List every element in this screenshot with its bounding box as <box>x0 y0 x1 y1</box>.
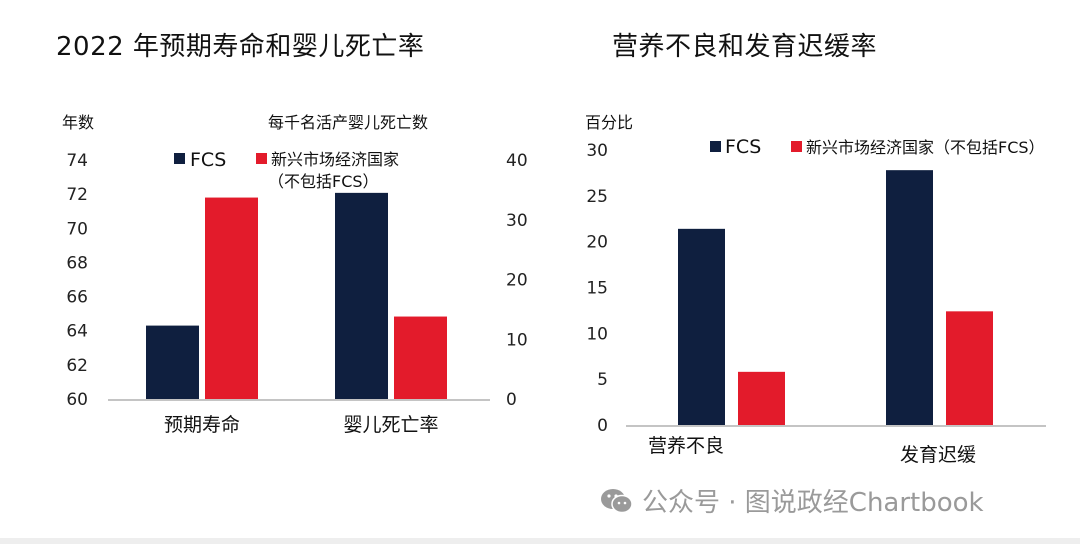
legend-swatch-fcs-right <box>710 141 721 152</box>
bar-emerging-1 <box>394 316 447 399</box>
legend-label-fcs-right: FCS <box>725 136 761 158</box>
left-y-tick-label: 64 <box>66 322 88 342</box>
right-category-label: 营养不良 <box>648 435 724 457</box>
right-axis-unit: 每千名活产婴儿死亡数 <box>268 113 428 132</box>
bar-fcs-1 <box>335 192 388 399</box>
right-chart-y-tick-label: 10 <box>586 324 608 344</box>
right-y-tick-label: 10 <box>506 330 528 350</box>
right-y-tick-label: 0 <box>506 390 517 410</box>
right-y-tick-label: 20 <box>506 271 528 291</box>
legend-label-emerging-right: 新兴市场经济国家（不包括FCS） <box>806 138 1045 157</box>
right-y-tick-label: 30 <box>506 211 528 231</box>
right-chart-y-tick-label: 20 <box>586 233 608 253</box>
legend-swatch-fcs-left <box>174 153 185 164</box>
right-chart-y-tick-label: 30 <box>586 141 608 161</box>
right-chart-y-tick-label: 0 <box>597 416 608 436</box>
left-y-tick-label: 74 <box>66 151 88 171</box>
left-y-tick-label: 70 <box>66 219 88 239</box>
right-chart-y-tick-label: 5 <box>597 370 608 390</box>
bar-fcs-0 <box>146 325 199 399</box>
bar-emerging-r1 <box>946 311 993 425</box>
legend-label-emerging-left-line2: （不包括FCS） <box>268 172 379 191</box>
right-chart-title: 营养不良和发育迟缓率 <box>612 32 878 62</box>
left-chart-title: 2022 年预期寿命和婴儿死亡率 <box>56 32 425 62</box>
left-category-label: 预期寿命 <box>164 414 240 436</box>
legend-label-fcs-left: FCS <box>190 149 226 171</box>
bottom-rule <box>0 538 1080 544</box>
bar-fcs-r0 <box>678 228 725 425</box>
right-chart-y-tick-label: 15 <box>586 279 608 299</box>
left-y-tick-label: 60 <box>66 390 88 410</box>
left-y-tick-label: 72 <box>66 185 88 205</box>
watermark-text: 公众号 · 图说政经Chartbook <box>642 488 984 518</box>
right-category-label: 发育迟缓 <box>900 444 976 466</box>
bar-emerging-r0 <box>738 371 785 425</box>
legend-label-emerging-left: 新兴市场经济国家 <box>271 150 399 169</box>
right-chart-marks: 0 5 10 15 20 25 30 营养不良 发育迟缓 <box>586 141 1046 466</box>
left-y-tick-label: 68 <box>66 253 88 273</box>
right-chart-unit: 百分比 <box>585 113 633 132</box>
right-y-tick-label: 40 <box>506 151 528 171</box>
left-category-label: 婴儿死亡率 <box>343 414 438 436</box>
legend-swatch-emerging-left <box>256 153 267 164</box>
left-y-tick-label: 62 <box>66 356 88 376</box>
left-chart-marks: 60 62 64 66 68 70 72 74 0 10 20 30 40 预期寿命 婴儿死亡率 <box>66 151 527 436</box>
bar-emerging-0 <box>205 197 258 399</box>
left-y-tick-label: 66 <box>66 288 88 308</box>
legend-swatch-emerging-right <box>791 141 802 152</box>
bar-fcs-r1 <box>886 170 933 425</box>
left-axis-unit: 年数 <box>62 113 94 132</box>
watermark: 公众号 · 图说政经Chartbook <box>600 482 984 519</box>
wechat-icon <box>601 488 633 513</box>
right-chart-y-tick-label: 25 <box>586 187 608 207</box>
